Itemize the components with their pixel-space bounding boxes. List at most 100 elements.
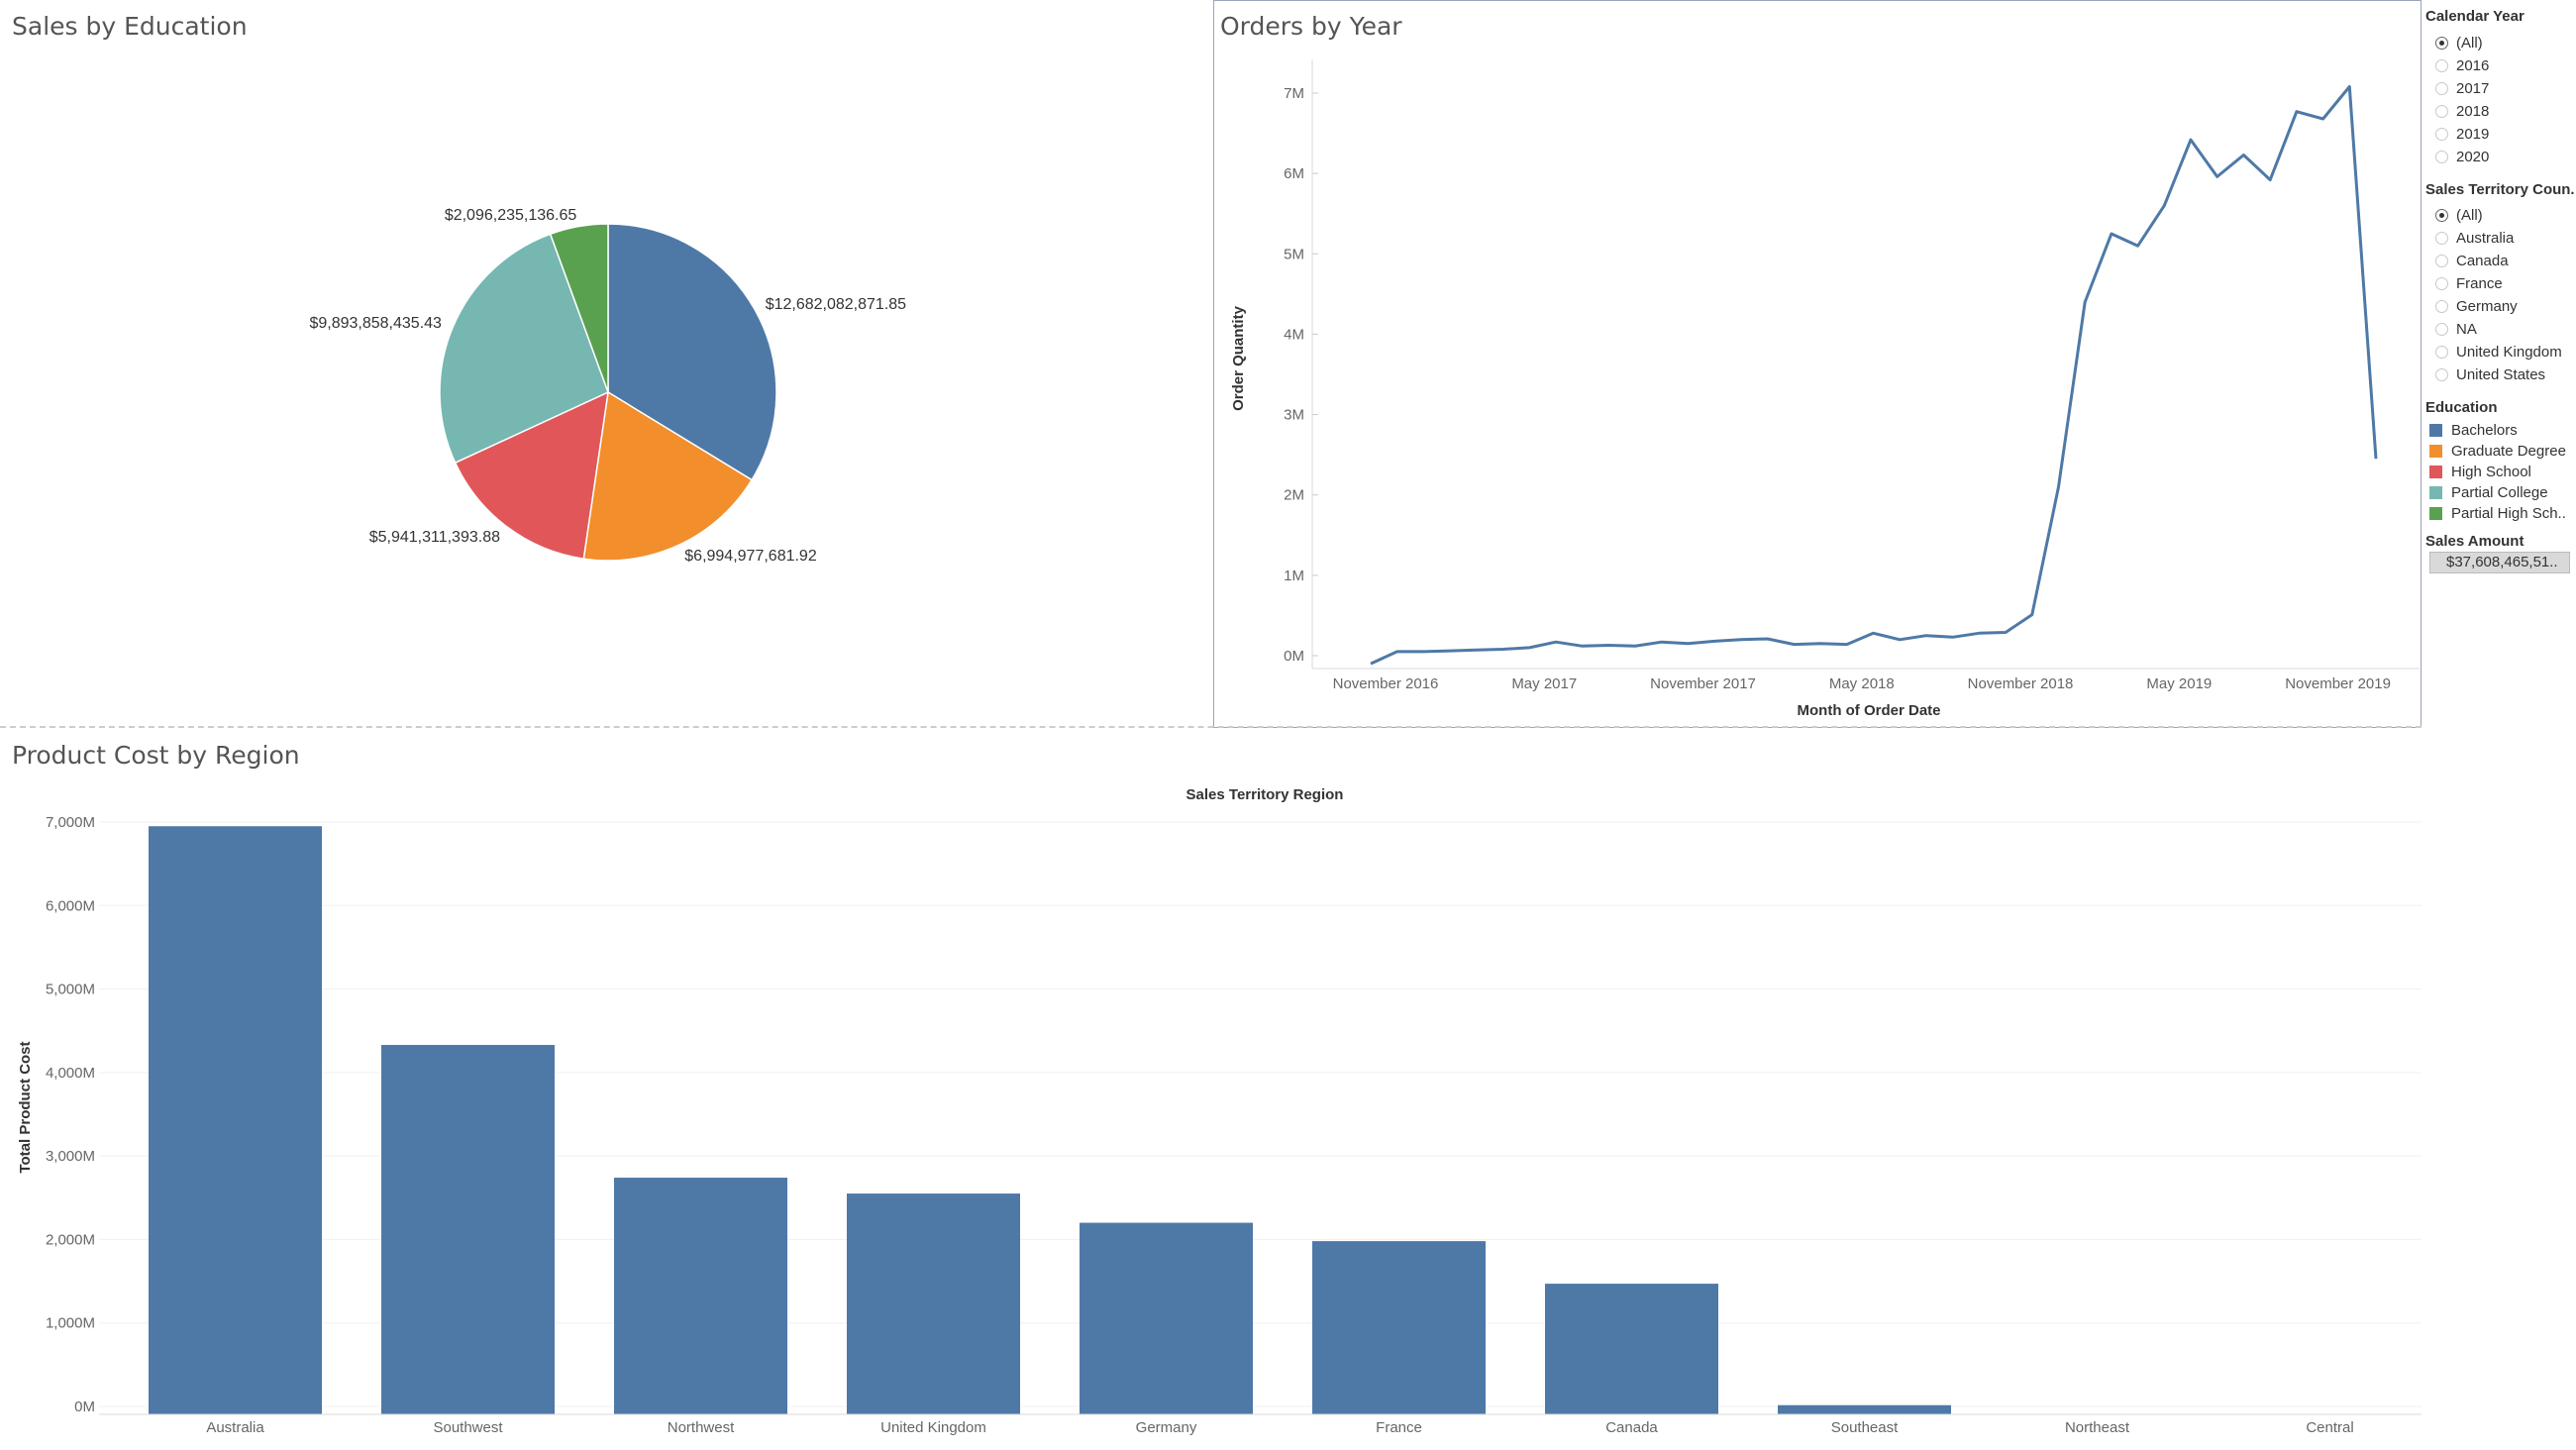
bar-northwest[interactable] (614, 1178, 787, 1414)
radio-icon[interactable] (2435, 81, 2448, 95)
pie-slice-partial-college[interactable] (439, 233, 609, 465)
legend-label: Partial High Sch.. (2451, 504, 2566, 522)
sales-amount-title: Sales Amount (2425, 533, 2524, 550)
legend-swatch (2429, 506, 2442, 520)
bar-france[interactable] (1312, 1241, 1486, 1414)
y-tick-label: 7,000M (46, 814, 95, 831)
y-tick-label: 0M (74, 1398, 95, 1415)
pie-data-label: $9,893,858,435.43 (309, 315, 442, 332)
y-tick-label: 1M (1284, 568, 1304, 584)
y-tick-label: 1,000M (46, 1315, 95, 1332)
year-option-2020[interactable]: 2020 (2435, 147, 2489, 166)
pie-data-label: $5,941,311,393.88 (369, 529, 500, 546)
legend-label: High School (2451, 463, 2531, 480)
x-tick-label: France (1376, 1419, 1422, 1436)
x-tick-label: Northwest (668, 1419, 735, 1436)
y-tick-label: 5,000M (46, 982, 95, 998)
bar-united-kingdom[interactable] (847, 1193, 1020, 1414)
legend-item-bachelors[interactable]: Bachelors (2429, 420, 2518, 440)
country-option-canada[interactable]: Canada (2435, 251, 2509, 270)
x-tick-label: Canada (1605, 1419, 1658, 1436)
y-tick-label: 2M (1284, 487, 1304, 504)
pie-chart: $12,682,082,871.85 $6,994,977,681.92 $5,94… (309, 207, 906, 565)
legend-item-partial-high-sch[interactable]: Partial High Sch.. (2429, 503, 2566, 523)
x-tick-label: November 2019 (2285, 675, 2391, 692)
sales-amount-slider[interactable]: $37,608,465,51.. (2429, 552, 2570, 573)
filter-pane: Calendar Year (All) 2016 2017 2018 2019 2020 … (2425, 0, 2576, 594)
x-tick-label: November 2016 (1333, 675, 1439, 692)
country-option-germany[interactable]: Germany (2435, 296, 2518, 316)
legend-swatch (2429, 444, 2442, 458)
pie-panel-title: Sales by Education (12, 12, 248, 41)
bar-southwest[interactable] (381, 1045, 555, 1414)
legend-swatch (2429, 465, 2442, 478)
country-option-na[interactable]: NA (2435, 319, 2477, 339)
year-option-2016[interactable]: 2016 (2435, 55, 2489, 75)
radio-icon[interactable] (2435, 231, 2448, 245)
territory-filter-title: Sales Territory Coun.. (2425, 181, 2574, 198)
year-option-2018[interactable]: 2018 (2435, 101, 2489, 121)
pie-slice-high-school[interactable] (454, 390, 609, 561)
x-tick-label: United Kingdom (880, 1419, 986, 1436)
pie-data-label: $2,096,235,136.65 (445, 207, 577, 224)
radio-icon[interactable] (2435, 367, 2448, 381)
radio-icon[interactable] (2435, 208, 2448, 222)
x-tick-label: Southeast (1831, 1419, 1899, 1436)
radio-icon[interactable] (2435, 36, 2448, 50)
country-option-united-kingdom[interactable]: United Kingdom (2435, 342, 2562, 362)
legend-swatch (2429, 423, 2442, 437)
year-option-label: 2020 (2456, 148, 2490, 165)
pie-slice-bachelors[interactable] (607, 223, 777, 481)
panel-divider (0, 726, 2421, 728)
legend-item-graduate-degree[interactable]: Graduate Degree (2429, 441, 2566, 461)
x-tick-label: Southwest (433, 1419, 503, 1436)
country-option-all[interactable]: (All) (2435, 205, 2483, 225)
country-option-france[interactable]: France (2435, 273, 2503, 293)
radio-icon[interactable] (2435, 58, 2448, 72)
legend-item-high-school[interactable]: High School (2429, 462, 2531, 481)
radio-icon[interactable] (2435, 322, 2448, 336)
radio-icon[interactable] (2435, 345, 2448, 359)
x-tick-label: Germany (1136, 1419, 1197, 1436)
pie-panel: Sales by Education $12,682,082,871.85 $6,… (0, 0, 1208, 723)
radio-icon[interactable] (2435, 299, 2448, 313)
year-option-label: 2018 (2456, 102, 2490, 120)
x-axis-title: Month of Order Date (1798, 702, 1941, 719)
year-option-2017[interactable]: 2017 (2435, 78, 2489, 98)
x-tick-label: November 2017 (1650, 675, 1756, 692)
country-option-united-states[interactable]: United States (2435, 364, 2545, 384)
y-tick-label: 4M (1284, 326, 1304, 343)
bar-southeast[interactable] (1778, 1404, 1951, 1414)
bar-canada[interactable] (1545, 1284, 1718, 1414)
pie-slice-partial-high-school[interactable] (549, 223, 609, 393)
pie-slice-graduate-degree[interactable] (582, 390, 754, 562)
country-option-australia[interactable]: Australia (2435, 228, 2514, 248)
y-axis-title: Total Product Cost (17, 1041, 34, 1173)
line-chart: 0M 1M 2M 3M 4M 5M 6M 7M November 2016 May 2017 Nov… (1230, 59, 2420, 719)
line-panel-title: Orders by Year (1220, 12, 1402, 41)
radio-icon[interactable] (2435, 150, 2448, 163)
legend-label: Graduate Degree (2451, 442, 2566, 460)
country-option-label: Canada (2456, 252, 2509, 269)
sales-amount-value: $37,608,465,51.. (2446, 554, 2558, 570)
y-tick-label: 4,000M (46, 1065, 95, 1082)
radio-icon[interactable] (2435, 127, 2448, 141)
year-option-2019[interactable]: 2019 (2435, 124, 2489, 144)
country-option-label: United Kingdom (2456, 343, 2562, 361)
country-option-label: Germany (2456, 297, 2518, 315)
year-option-all[interactable]: (All) (2435, 33, 2483, 52)
legend-label: Partial College (2451, 483, 2548, 501)
radio-icon[interactable] (2435, 104, 2448, 118)
y-tick-label: 2,000M (46, 1231, 95, 1248)
country-option-label: NA (2456, 320, 2477, 338)
y-tick-label: 5M (1284, 246, 1304, 262)
education-legend-title: Education (2425, 399, 2498, 416)
year-option-label: 2019 (2456, 125, 2490, 143)
radio-icon[interactable] (2435, 254, 2448, 267)
bar-header-title: Sales Territory Region (1186, 786, 1344, 803)
radio-icon[interactable] (2435, 276, 2448, 290)
bar-australia[interactable] (149, 826, 322, 1414)
bar-germany[interactable] (1080, 1222, 1253, 1414)
legend-item-partial-college[interactable]: Partial College (2429, 482, 2548, 502)
order-quantity-line[interactable] (1370, 85, 2378, 666)
